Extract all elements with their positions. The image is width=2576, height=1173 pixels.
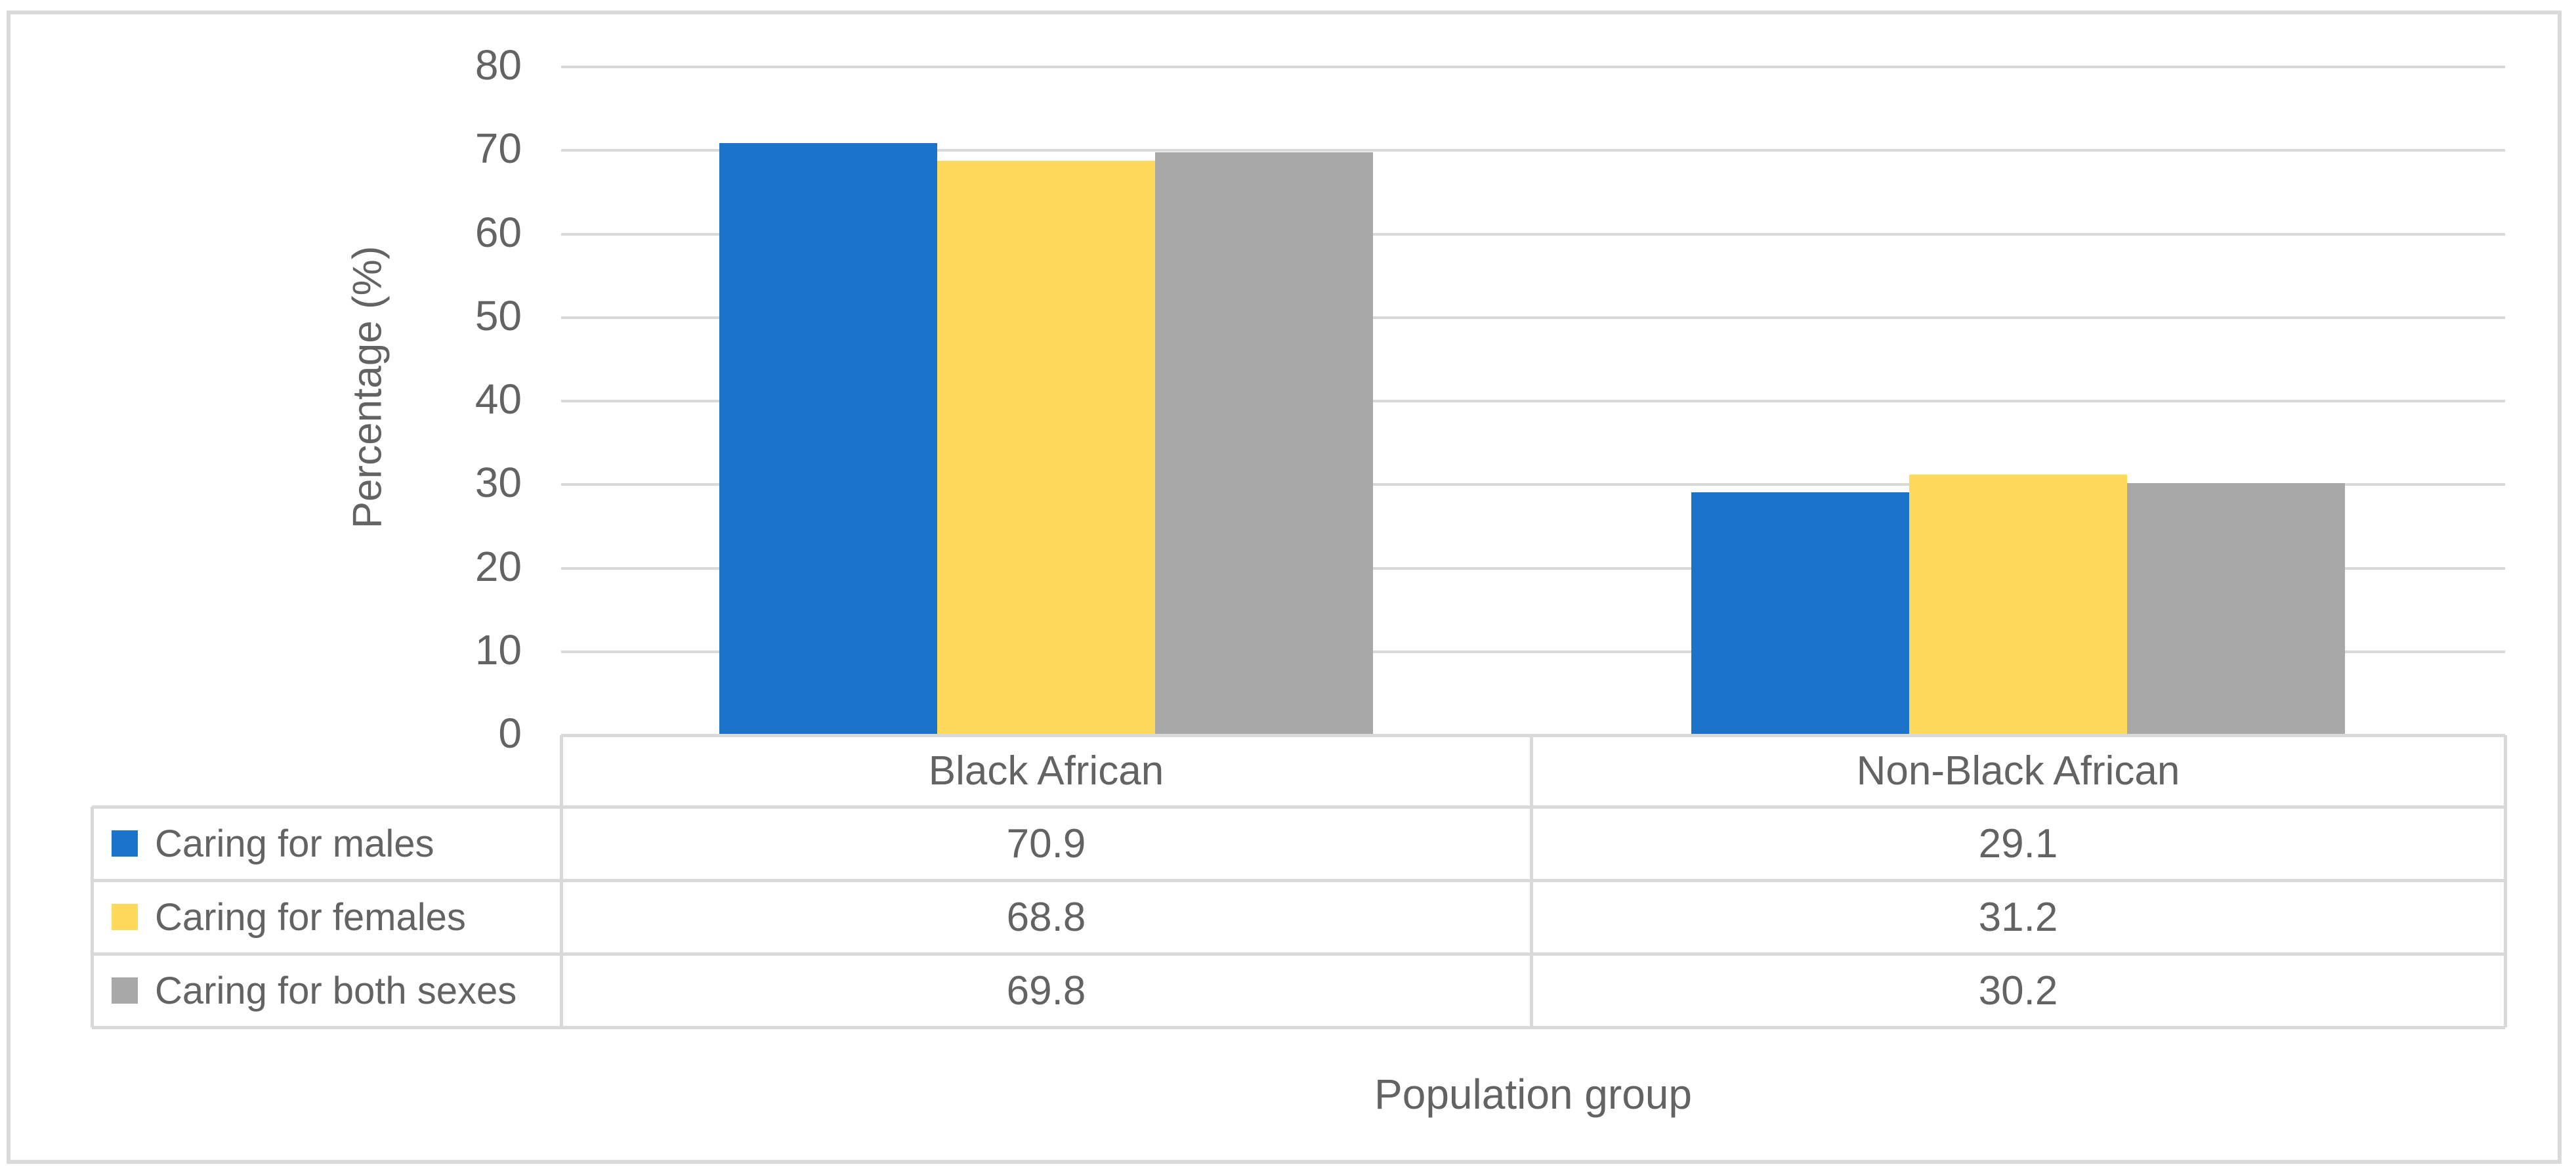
legend-item: Caring for both sexes xyxy=(92,954,561,1027)
bar-caring-for-both-sexes xyxy=(2127,483,2345,735)
legend-item: Caring for females xyxy=(92,880,561,954)
y-tick-label: 40 xyxy=(475,375,522,423)
bar-caring-for-males xyxy=(719,143,937,735)
table-value: 69.8 xyxy=(1006,968,1086,1013)
gridline xyxy=(561,566,2505,570)
gridline xyxy=(561,66,2505,68)
gridline xyxy=(561,400,2505,402)
gridline xyxy=(561,316,2505,319)
gridline xyxy=(561,232,2505,236)
bar-caring-for-males xyxy=(1691,492,1909,735)
chart-border xyxy=(7,11,2562,1164)
legend-swatch xyxy=(112,830,138,857)
table-value: 70.9 xyxy=(1006,821,1086,866)
table-border-line xyxy=(559,735,563,1027)
table-border-line xyxy=(2503,735,2507,1027)
bar-caring-for-females xyxy=(937,161,1155,735)
table-value: 29.1 xyxy=(1978,821,2058,866)
bar-caring-for-both-sexes xyxy=(1155,152,1373,735)
gridline xyxy=(561,149,2505,152)
legend-swatch xyxy=(112,904,138,930)
category-header: Non-Black African xyxy=(1856,748,2180,794)
table-border-line xyxy=(92,952,2505,956)
gridline xyxy=(561,650,2505,653)
table-value: 30.2 xyxy=(1978,968,2058,1013)
table-value: 68.8 xyxy=(1006,894,1086,940)
y-tick-label: 30 xyxy=(475,459,522,507)
gridline xyxy=(561,483,2505,486)
y-tick-label: 10 xyxy=(475,626,522,673)
table-border-line xyxy=(92,1025,2505,1029)
y-tick-label: 20 xyxy=(475,542,522,590)
table-border-line xyxy=(92,878,2505,882)
y-tick-label: 80 xyxy=(475,41,522,89)
y-axis-title: Percentage (%) xyxy=(345,245,391,529)
y-tick-label: 50 xyxy=(475,291,522,339)
table-border-line xyxy=(92,805,2505,809)
x-axis-title: Population group xyxy=(1374,1071,1692,1118)
category-header: Black African xyxy=(928,748,1164,794)
table-border-line xyxy=(1529,735,1533,1027)
legend-label: Caring for females xyxy=(155,895,466,939)
table-border-line xyxy=(90,807,94,1027)
bar-caring-for-females xyxy=(1909,475,2127,735)
legend-swatch xyxy=(112,977,138,1004)
legend-label: Caring for both sexes xyxy=(155,969,517,1012)
y-tick-label: 70 xyxy=(475,125,522,173)
y-tick-label: 60 xyxy=(475,208,522,256)
legend-label: Caring for males xyxy=(155,822,434,865)
y-tick-label: 0 xyxy=(498,710,522,757)
legend-item: Caring for males xyxy=(92,807,561,880)
table-value: 31.2 xyxy=(1978,894,2058,940)
table-border-line xyxy=(561,733,2505,737)
